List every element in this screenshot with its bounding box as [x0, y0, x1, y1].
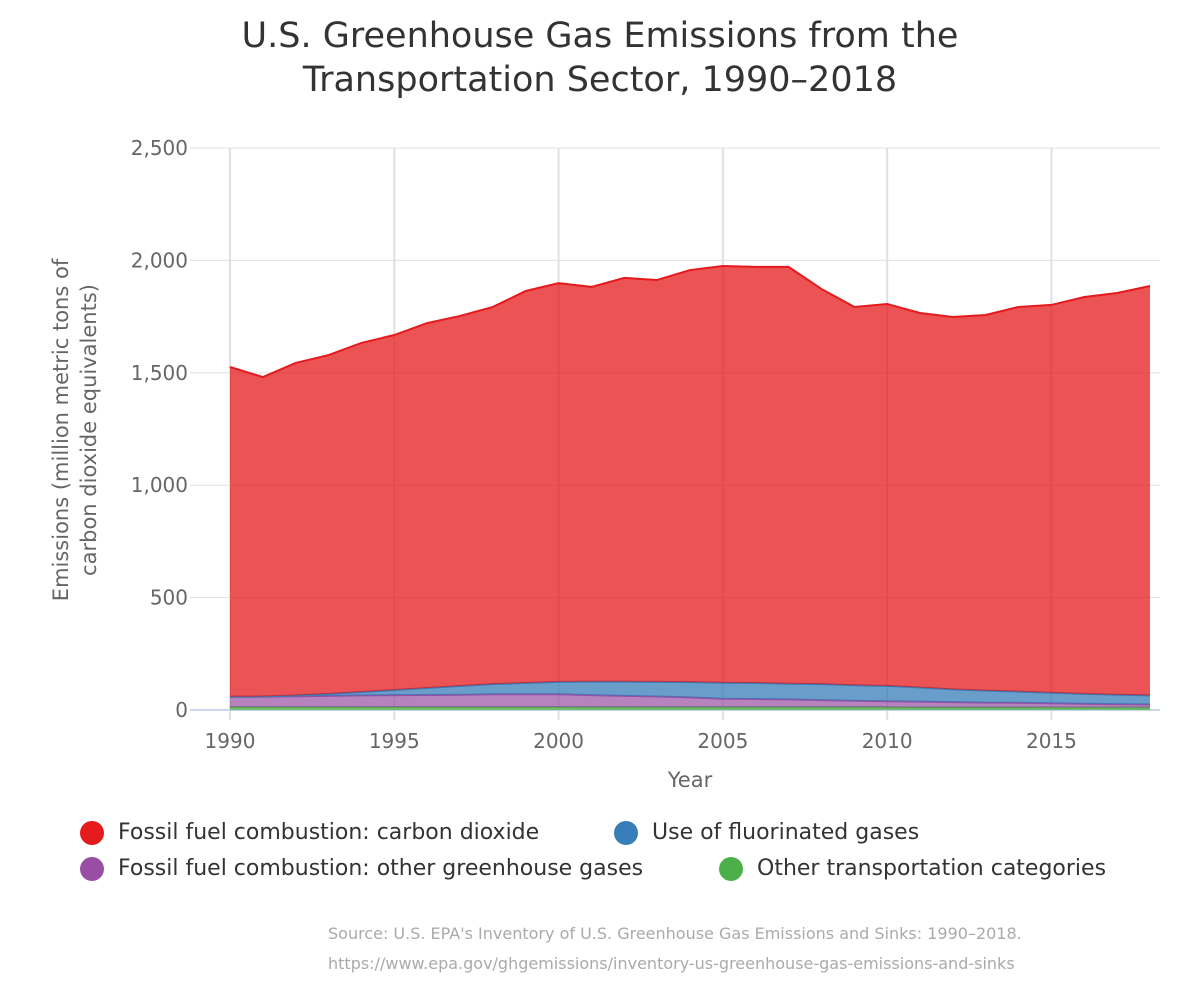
source-url[interactable]: https://www.epa.gov/ghgemissions/invento… [328, 954, 1015, 973]
chart-title: U.S. Greenhouse Gas Emissions from the T… [0, 14, 1200, 102]
x-tick-label: 1990 [205, 729, 256, 753]
title-line-2: Transportation Sector, 1990–2018 [302, 60, 898, 100]
y-tick-label: 0 [175, 698, 188, 722]
title-line-1: U.S. Greenhouse Gas Emissions from the [241, 16, 959, 56]
y-tick-label: 2,000 [131, 248, 188, 272]
legend-marker-icon [80, 820, 104, 845]
y-tick-label: 1,000 [131, 473, 188, 497]
y-tick-label: 1,500 [131, 361, 188, 385]
x-axis-title: Year [667, 768, 713, 792]
legend-marker-icon [614, 820, 638, 845]
y-axis-title: Emissions (million metric tons of carbon … [49, 258, 101, 601]
line-fossil-fuel-combustion-carbon-dioxide [229, 265, 1151, 379]
y-tick-label: 2,500 [131, 136, 188, 160]
legend-item-co2[interactable]: Fossil fuel combustion: carbon dioxide [80, 820, 539, 845]
legend-label: Fossil fuel combustion: carbon dioxide [118, 820, 540, 845]
area-use-of-fluorinated-gases [230, 681, 1150, 705]
legend-label: Use of fluorinated gases [652, 820, 920, 845]
y-axis-title-line: carbon dioxide equivalents) [77, 284, 101, 576]
area-fossil-fuel-combustion-other-greenhouse-gases [230, 694, 1150, 708]
legend-item-fluorinated[interactable]: Use of fluorinated gases [614, 820, 919, 845]
x-tick-label: 2015 [1026, 729, 1077, 753]
legend-item-other-transport[interactable]: Other transportation categories [719, 856, 1106, 881]
y-tick-label: 500 [150, 586, 188, 610]
legend-marker-icon [80, 856, 104, 881]
area-fossil-fuel-combustion-carbon-dioxide [230, 266, 1150, 697]
legend-label: Fossil fuel combustion: other greenhouse… [118, 856, 644, 881]
x-tick-label: 1995 [369, 729, 420, 753]
legend-item-other-ghg[interactable]: Fossil fuel combustion: other greenhouse… [80, 856, 643, 881]
x-tick-label: 2005 [697, 729, 748, 753]
legend-label: Other transportation categories [757, 856, 1107, 881]
legend-marker-icon [719, 856, 743, 881]
x-tick-label: 2010 [862, 729, 913, 753]
y-axis-title-line: Emissions (million metric tons of [49, 258, 73, 601]
x-tick-label: 2000 [533, 729, 584, 753]
source-text: Source: U.S. EPA's Inventory of U.S. Gre… [328, 924, 1022, 943]
